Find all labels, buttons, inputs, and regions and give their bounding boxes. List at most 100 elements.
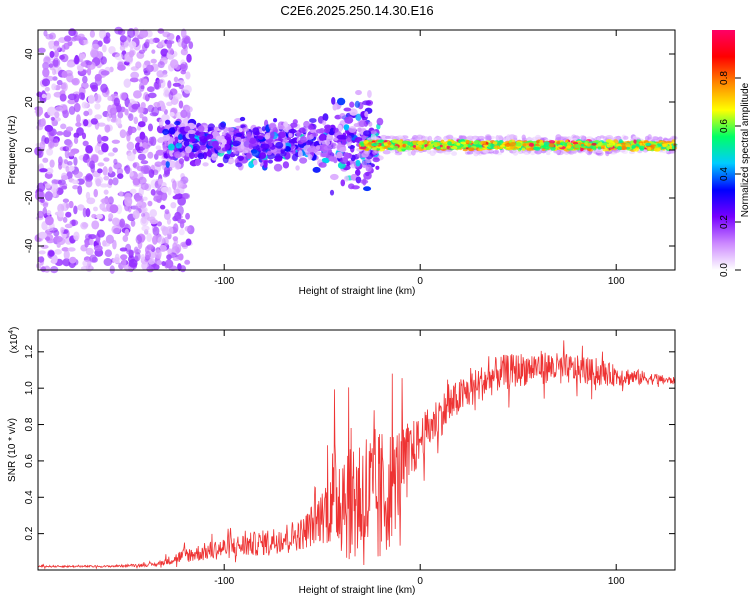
heatmap-cell [68, 106, 76, 115]
heatmap-cell [37, 256, 45, 263]
x-tick-label: -100 [214, 576, 234, 587]
heatmap-cell [166, 32, 175, 41]
y-tick-label: 40 [24, 48, 35, 60]
heatmap-cell [138, 82, 145, 92]
heatmap-cell [122, 234, 129, 242]
heatmap-cell [135, 234, 143, 244]
heatmap-cell [169, 112, 175, 117]
heatmap-cell [39, 168, 48, 173]
heatmap-cell [59, 54, 65, 60]
heatmap-cell [162, 128, 170, 136]
heatmap-cell [372, 157, 380, 163]
heatmap-cell [46, 209, 52, 216]
heatmap-cell [68, 200, 74, 209]
heatmap-cell [439, 144, 443, 148]
heatmap-cell [161, 191, 168, 202]
heatmap-cell [368, 121, 373, 127]
heatmap-cell [159, 73, 168, 78]
heatmap-cell [625, 142, 631, 146]
heatmap-cell [398, 144, 403, 149]
spectrogram-y-label: Frequency (Hz) [7, 116, 18, 185]
heatmap-cell [108, 178, 114, 186]
heatmap-cell [306, 147, 315, 153]
heatmap-cell [161, 261, 166, 267]
heatmap-cell [105, 234, 114, 245]
heatmap-cell [119, 129, 127, 139]
heatmap-cell [167, 80, 172, 89]
heatmap-cell [322, 119, 327, 126]
heatmap-cell [35, 106, 44, 116]
heatmap-cell [117, 64, 126, 71]
heatmap-cell [132, 178, 141, 186]
x-tick-label: 0 [417, 276, 423, 287]
heatmap-cell [512, 135, 518, 140]
heatmap-cell [77, 185, 83, 195]
heatmap-cell [128, 113, 134, 121]
snr-y-label: SNR (10 * v/v) [7, 418, 18, 482]
heatmap-cell [557, 144, 563, 148]
heatmap-cell [129, 188, 137, 194]
heatmap-cell [362, 178, 367, 186]
heatmap-cell [541, 148, 546, 151]
heatmap-cell [39, 140, 46, 150]
heatmap-cell [332, 103, 338, 111]
heatmap-cell [119, 44, 126, 52]
heatmap-cell [251, 150, 260, 157]
heatmap-cell [114, 253, 120, 262]
heatmap-cell [164, 209, 170, 215]
colorbar-tick-label: 0.6 [719, 119, 730, 133]
heatmap-cell [206, 133, 214, 140]
heatmap-cell [133, 90, 142, 99]
heatmap-cell [163, 166, 171, 175]
heatmap-cell [651, 136, 658, 140]
heatmap-cell [91, 213, 97, 219]
heatmap-cell [331, 97, 336, 105]
heatmap-cell [166, 254, 172, 260]
heatmap-cell [128, 50, 135, 58]
x-tick-label: -100 [214, 276, 234, 287]
heatmap-cell [163, 87, 171, 95]
heatmap-cell [235, 132, 243, 137]
heatmap-cell [180, 109, 188, 119]
heatmap-cell [40, 244, 49, 249]
heatmap-cell [215, 145, 222, 151]
heatmap-cell [128, 102, 133, 112]
heatmap-cell [462, 148, 469, 152]
heatmap-cell [97, 162, 105, 167]
heatmap-cell [140, 212, 146, 218]
heatmap-cell [45, 33, 54, 40]
heatmap-cell [59, 104, 68, 111]
snr-exponent-label: (x104) [8, 327, 20, 354]
heatmap-cell [174, 93, 183, 100]
heatmap-cell [61, 44, 66, 53]
colorbar-label: Normalized spectral amplitude [740, 82, 750, 217]
heatmap-cell [167, 47, 174, 55]
heatmap-cell [157, 28, 165, 34]
heatmap-cell [85, 60, 93, 66]
heatmap-cell [107, 95, 113, 101]
heatmap-cell [207, 123, 216, 131]
heatmap-cell [132, 210, 140, 220]
heatmap-cell [178, 158, 185, 165]
heatmap-cell [131, 103, 141, 110]
heatmap-cell [599, 135, 605, 139]
heatmap-cell [119, 35, 127, 43]
heatmap-cell [46, 226, 54, 232]
y-tick-label: -20 [24, 190, 35, 205]
heatmap-cell [445, 134, 454, 140]
heatmap-cell [82, 119, 89, 127]
heatmap-cell [574, 144, 581, 149]
heatmap-cell [98, 29, 107, 39]
heatmap-cell [68, 165, 75, 172]
heatmap-cell [150, 58, 157, 64]
x-tick-label: 100 [608, 276, 625, 287]
heatmap-cell [183, 156, 190, 162]
heatmap-cell [141, 116, 148, 123]
heatmap-cell [647, 147, 652, 151]
heatmap-cell [177, 134, 183, 141]
heatmap-cell [164, 119, 171, 125]
spectrogram-x-ticks: -100 0 100 [214, 30, 625, 287]
colorbar: 0.0 0.2 0.4 0.6 0.8 Normalized spectral ampl… [712, 30, 750, 277]
heatmap-cell [138, 49, 146, 54]
heatmap-cell [185, 106, 193, 113]
